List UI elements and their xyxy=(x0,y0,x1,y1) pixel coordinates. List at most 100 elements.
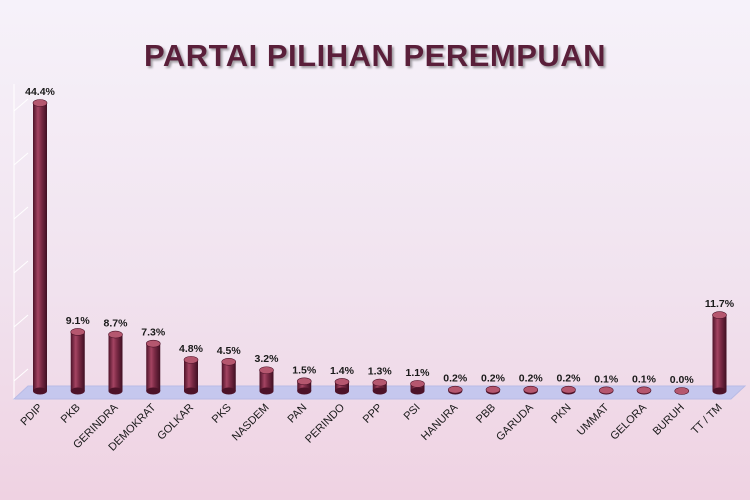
data-label: 0.2% xyxy=(557,373,582,385)
bar-top xyxy=(32,99,48,107)
category-label: PKB xyxy=(59,402,83,426)
data-label: 7.3% xyxy=(141,327,166,339)
bar-ummat xyxy=(598,386,614,395)
bar-top xyxy=(296,377,312,386)
bar-top xyxy=(712,311,727,319)
gridline xyxy=(13,260,29,274)
data-label: 0.1% xyxy=(632,373,657,385)
bar-top xyxy=(636,386,652,395)
data-label: 1.5% xyxy=(292,364,317,376)
data-label: 1.1% xyxy=(406,367,431,379)
bar-top xyxy=(108,330,123,339)
category-label: BURUH xyxy=(651,402,687,438)
bar-body xyxy=(712,315,727,391)
data-label: 11.7% xyxy=(705,298,735,310)
bar-top xyxy=(485,385,501,394)
bar-top xyxy=(598,386,614,395)
data-label: 44.4% xyxy=(25,86,55,98)
bar-perindo xyxy=(334,378,350,395)
gridline xyxy=(13,152,29,166)
bar-body xyxy=(372,382,387,391)
bar-gelora xyxy=(636,386,652,395)
data-label: 8.7% xyxy=(104,318,129,330)
bar-pks xyxy=(221,358,237,395)
category-label: GARUDA xyxy=(494,401,536,443)
bar-top xyxy=(334,378,350,386)
bar-psi xyxy=(410,380,425,395)
gridline xyxy=(13,314,29,328)
bar-pkn xyxy=(561,385,576,395)
bar-base xyxy=(184,387,198,395)
bar-body xyxy=(259,370,274,391)
bar-body xyxy=(108,334,123,391)
bar-base xyxy=(712,387,727,395)
data-label: 0.2% xyxy=(443,373,468,385)
data-label: 9.1% xyxy=(66,315,91,327)
bar-top xyxy=(183,356,199,364)
category-label: PSI xyxy=(402,402,423,423)
bar-pdip xyxy=(32,99,48,395)
data-label: 1.3% xyxy=(368,366,393,378)
bar-base xyxy=(410,387,425,395)
bar-top xyxy=(674,387,690,395)
bar-tt-tm xyxy=(712,311,727,395)
chart-title: PARTAI PILIHAN PEREMPUAN xyxy=(143,38,607,73)
bar-garuda xyxy=(523,385,539,395)
category-label: NASDEM xyxy=(230,402,272,444)
data-label: 0.2% xyxy=(481,373,506,385)
category-label: PERINDO xyxy=(303,401,347,445)
bar-body xyxy=(70,331,85,391)
bar-base xyxy=(372,387,387,395)
bar-base xyxy=(70,387,85,395)
category-label: PKS xyxy=(210,402,234,426)
bar-pbb xyxy=(485,385,501,395)
bar-top xyxy=(523,385,539,394)
bar-top xyxy=(372,378,388,387)
category-label: PAN xyxy=(285,402,309,426)
data-label: 0.0% xyxy=(670,374,695,386)
bar-base xyxy=(221,387,236,395)
category-label: PDIP xyxy=(18,402,45,429)
category-label: TT / TM xyxy=(689,402,724,437)
category-label: HANURA xyxy=(419,401,461,443)
bar-body xyxy=(184,359,198,391)
gridline xyxy=(13,206,29,220)
category-label: GELORA xyxy=(608,401,649,442)
bar-nasdem xyxy=(259,366,274,395)
data-label: 0.2% xyxy=(519,373,544,385)
bar-gerindra xyxy=(108,330,123,395)
data-label: 4.8% xyxy=(179,343,204,355)
category-label: PKN xyxy=(549,402,574,427)
data-label: 3.2% xyxy=(255,353,280,365)
bar-top xyxy=(410,380,425,388)
data-label: 4.5% xyxy=(217,345,242,357)
bar-body xyxy=(146,343,161,391)
bar-pan xyxy=(296,377,312,395)
bar-body xyxy=(33,103,47,391)
bar-hanura xyxy=(447,385,463,395)
bar-top xyxy=(447,385,463,394)
bar-pkb xyxy=(70,328,86,395)
category-label: GOLKAR xyxy=(155,402,196,443)
bar-body xyxy=(335,381,349,391)
bar-base xyxy=(33,387,47,395)
bar-ppp xyxy=(372,378,388,395)
bar-buruh xyxy=(674,387,690,395)
category-label: UMMAT xyxy=(575,401,612,438)
bar-golkar xyxy=(183,356,199,395)
bar-top xyxy=(259,366,274,375)
gridline xyxy=(13,98,29,112)
bar-body xyxy=(297,381,312,391)
data-label: 0.1% xyxy=(594,373,619,385)
category-label: PPP xyxy=(361,402,385,426)
bar-top xyxy=(145,339,161,348)
data-label: 1.4% xyxy=(330,365,355,377)
bar-base xyxy=(335,387,349,395)
bar-base xyxy=(108,387,123,395)
bar-base xyxy=(259,387,274,395)
bar-body xyxy=(221,361,236,391)
bar-base xyxy=(297,387,312,395)
bar-top xyxy=(221,358,237,366)
